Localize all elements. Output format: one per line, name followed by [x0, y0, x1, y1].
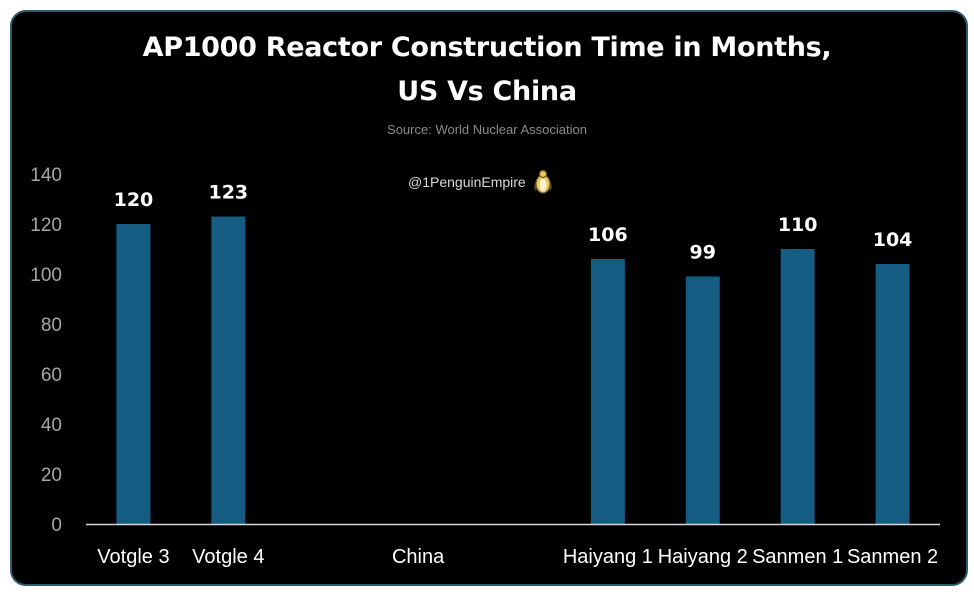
chart-title-line-1: AP1000 Reactor Construction Time in Mont…: [142, 32, 832, 63]
category-label: Sanmen 1: [752, 546, 843, 568]
bar: [211, 216, 246, 524]
y-tick-label: 140: [30, 165, 62, 186]
chart-title: AP1000 Reactor Construction Time in Mont…: [0, 26, 974, 114]
bar: [116, 224, 151, 524]
y-tick-label: 40: [41, 415, 62, 436]
y-tick-label: 80: [41, 315, 62, 336]
category-label: China: [392, 546, 445, 568]
category-label: Sanmen 2: [847, 546, 938, 568]
penguin-icon: [534, 169, 552, 194]
category-label: Haiyang 1: [563, 546, 653, 568]
watermark: @1PenguinEmpire: [408, 169, 554, 194]
data-label: 120: [114, 189, 154, 211]
y-tick-label: 60: [41, 365, 62, 386]
data-label: 106: [588, 224, 628, 246]
bar: [590, 259, 625, 524]
bar: [875, 264, 910, 524]
y-tick-label: 0: [51, 515, 62, 536]
y-tick-label: 120: [30, 215, 62, 236]
data-label: 110: [778, 214, 818, 236]
y-tick-label: 100: [30, 265, 62, 286]
data-label: 104: [873, 229, 913, 251]
y-tick-label: 20: [41, 465, 62, 486]
category-label: Haiyang 2: [658, 546, 748, 568]
chart-subtitle: Source: World Nuclear Association: [387, 122, 587, 137]
category-label: Votgle 3: [97, 546, 169, 568]
bar: [780, 249, 815, 524]
data-label: 123: [208, 182, 248, 204]
watermark-text: @1PenguinEmpire: [408, 174, 526, 190]
data-label: 99: [690, 242, 716, 264]
category-label: Votgle 4: [192, 546, 264, 568]
chart-title-line-2: US Vs China: [397, 76, 577, 107]
bar: [685, 276, 720, 524]
